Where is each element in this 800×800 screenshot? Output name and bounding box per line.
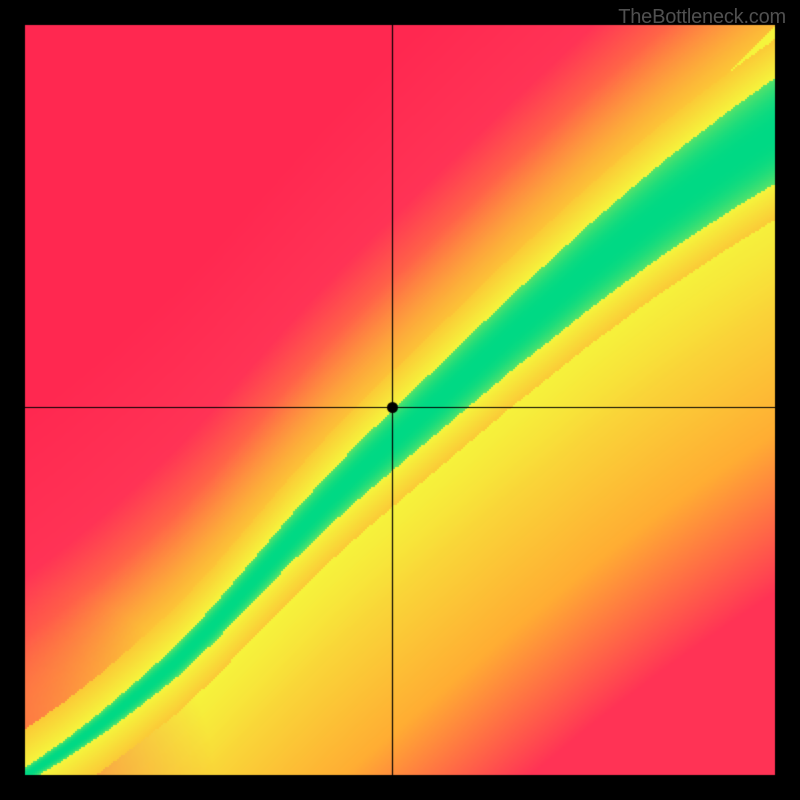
- watermark-text: TheBottleneck.com: [618, 6, 786, 29]
- chart-container: TheBottleneck.com: [0, 0, 800, 800]
- bottleneck-heatmap: [0, 0, 800, 800]
